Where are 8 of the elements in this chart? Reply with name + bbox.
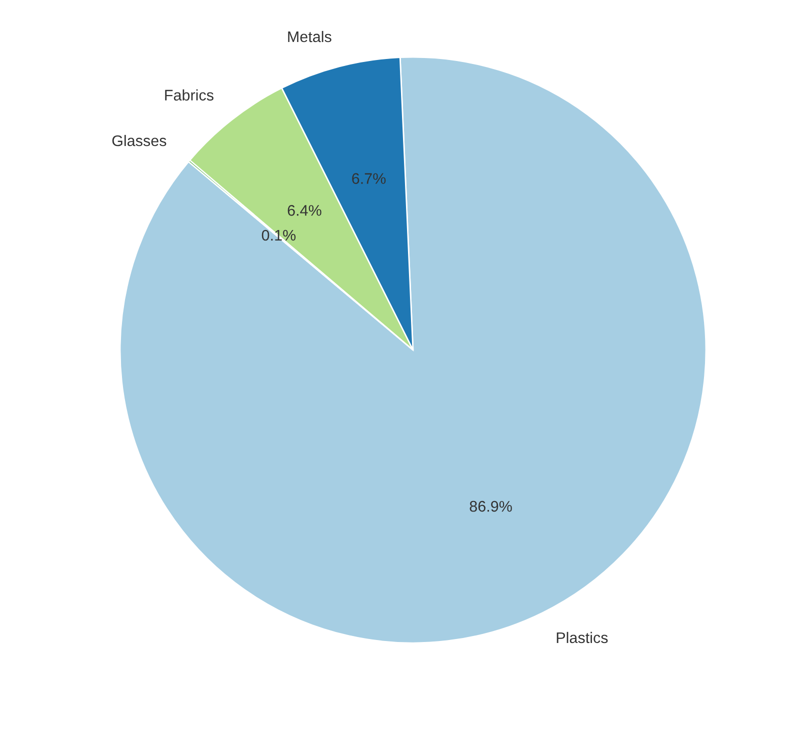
slice-label: Plastics xyxy=(556,632,608,644)
data-label: 86.9% xyxy=(470,500,512,512)
slice-label: Glasses xyxy=(112,134,166,146)
data-label: 6.7% xyxy=(352,173,386,184)
slice-label: Fabrics xyxy=(165,89,214,101)
data-label: 0.1% xyxy=(262,230,296,241)
slice-label: Metals xyxy=(288,30,332,42)
data-label: 6.4% xyxy=(288,205,322,216)
